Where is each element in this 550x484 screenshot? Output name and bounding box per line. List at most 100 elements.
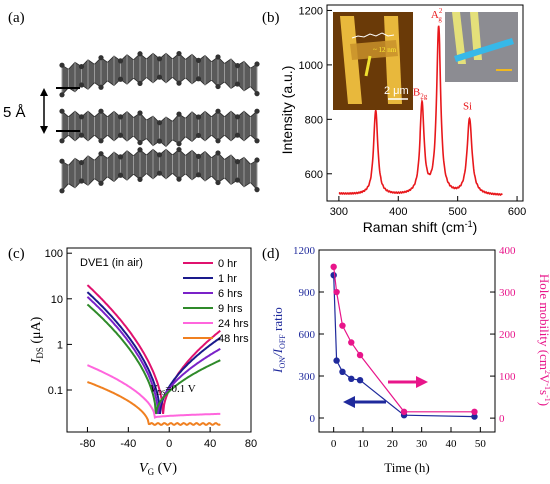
- atom: [137, 51, 143, 57]
- aging-point-mobility: [471, 408, 478, 416]
- legend-label: 24 hrs: [218, 318, 249, 330]
- atomic-layer-3: [59, 146, 260, 194]
- atom: [176, 176, 182, 182]
- atom: [234, 63, 241, 69]
- atom: [215, 138, 221, 144]
- atom: [117, 76, 124, 82]
- atom: [59, 188, 65, 194]
- atom: [234, 114, 241, 120]
- afm-electrode-left: [340, 16, 362, 104]
- aging-x-tick-label: 0: [331, 438, 337, 450]
- aging-point-ON/OFF: [348, 375, 355, 382]
- panel-d-label: (d): [262, 246, 280, 262]
- raman-peak-label: B2g: [413, 87, 428, 101]
- atom: [176, 146, 182, 153]
- raman-peak-label: Si: [463, 100, 472, 112]
- transfer-curve-24-hrs: [87, 364, 221, 419]
- aging-line-ON/OFF: [333, 275, 475, 418]
- atom: [117, 58, 124, 64]
- atom: [234, 132, 241, 138]
- aging-right-tick-label: 0: [499, 413, 505, 425]
- aging-x-axis-label: Time (h): [384, 460, 429, 475]
- right-axis-arrow: [416, 376, 428, 388]
- aging-right-tick-label: 200: [499, 329, 516, 341]
- atom: [215, 108, 221, 114]
- aging-left-tick-label: 1200: [293, 245, 316, 257]
- spacing-label: 5 Å: [3, 104, 26, 121]
- left-axis-arrow: [343, 396, 355, 408]
- atom: [78, 132, 85, 138]
- panel-c: (c) -80 -40 0 40 80 0.1 1 10 100 0 hr 1 hr 6 hrs 9 …: [8, 246, 257, 477]
- raman-axes: 300 400 500 600 600 800 1000 1200: [299, 5, 527, 218]
- afm-flake: [350, 40, 398, 60]
- atom: [137, 110, 143, 116]
- atom: [215, 83, 221, 90]
- atom: [176, 80, 182, 86]
- atom: [156, 170, 163, 176]
- aging-right-tick-label: 400: [499, 245, 516, 257]
- raman-plot-frame: [326, 4, 524, 202]
- aging-point-ON/OFF: [330, 272, 337, 279]
- atom: [117, 132, 124, 138]
- atom: [98, 55, 104, 61]
- aging-left-tick-label: 300: [299, 371, 316, 383]
- raman-y-tick-label: 1200: [299, 5, 323, 17]
- aging-right-axis-label: Hole mobility (cm2V-1s-1): [537, 274, 550, 406]
- legend-label: 0 hr: [218, 258, 237, 270]
- atom: [137, 139, 143, 146]
- optical-electrode-right: [470, 12, 482, 60]
- aging-point-mobility: [333, 288, 340, 296]
- aging-point-mobility: [400, 408, 408, 416]
- aging-right-tick-label: 300: [499, 287, 516, 299]
- atom: [195, 153, 202, 159]
- transfer-y-tick-label: 100: [45, 248, 63, 260]
- aging-point-mobility: [356, 351, 364, 359]
- raman-y-tick-label: 600: [305, 169, 323, 181]
- atom: [59, 108, 65, 114]
- transfer-curve-9-hrs: [86, 303, 221, 415]
- raman-x-axis-label: Raman shift (cm-1): [363, 219, 478, 235]
- atom: [254, 61, 260, 67]
- atom: [137, 176, 143, 182]
- transfer-axes: -80 -40 0 40 80 0.1 1 10 100: [45, 248, 257, 450]
- atom: [98, 108, 104, 114]
- atom: [78, 63, 85, 70]
- afm-scale-label: 2 μm: [384, 85, 409, 97]
- optical-inset: [445, 12, 518, 82]
- aging-left-tick-label: 600: [299, 329, 316, 341]
- layer-structure-illustration: [59, 50, 260, 194]
- transfer-legend: 0 hr 1 hr 6 hrs 9 hrs 24 hrs 48 hrs: [183, 258, 249, 345]
- transfer-x-tick-label: 0: [166, 438, 172, 450]
- transfer-x-tick-label: 40: [204, 438, 216, 450]
- optical-electrode-left: [452, 12, 466, 64]
- aging-point-ON/OFF: [339, 368, 346, 375]
- atom: [254, 157, 260, 163]
- atom: [215, 179, 221, 186]
- aging-left-tick-label: 900: [299, 287, 316, 299]
- legend-label: 6 hrs: [218, 288, 243, 300]
- atom: [98, 151, 104, 157]
- atom: [176, 50, 182, 57]
- aging-point-ON/OFF: [471, 413, 478, 420]
- afm-height-profile: [351, 32, 395, 39]
- atom: [254, 187, 260, 193]
- atom: [98, 138, 104, 144]
- transfer-curve-48-hrs: [87, 381, 221, 426]
- device-annotation: DVE1 (in air): [80, 257, 143, 269]
- transfer-y-axis-label: IDS (μA): [29, 316, 45, 364]
- atom: [195, 114, 202, 120]
- aging-point-mobility: [339, 322, 346, 329]
- atom: [59, 92, 65, 98]
- atom: [59, 138, 65, 144]
- atom: [78, 114, 85, 120]
- spacing-indicator: [40, 87, 80, 134]
- atom: [234, 81, 241, 87]
- aging-right-tick-label: 100: [499, 371, 516, 383]
- atom: [59, 158, 65, 164]
- raman-spectrum-line: [338, 25, 503, 196]
- afm-thickness-marker: [364, 55, 372, 77]
- transfer-curve-6-hrs: [86, 296, 221, 415]
- transfer-plot-frame: [66, 247, 252, 433]
- atomic-layer-2: [59, 108, 260, 148]
